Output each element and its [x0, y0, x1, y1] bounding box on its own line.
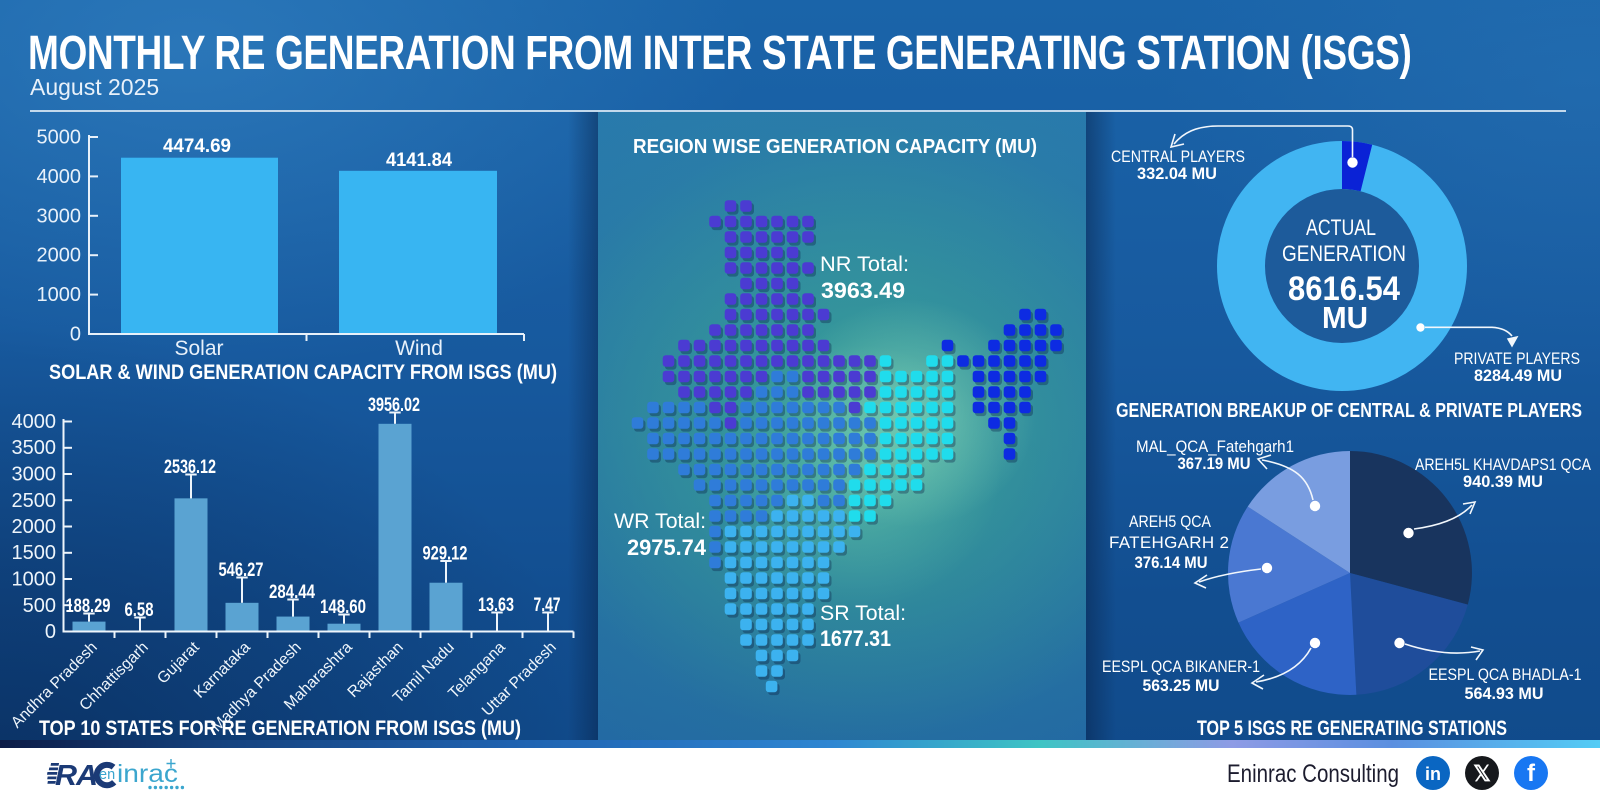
svg-text:546.27: 546.27 — [219, 560, 264, 581]
svg-text:4474.69: 4474.69 — [163, 136, 231, 157]
svg-text:ACTUAL: ACTUAL — [1306, 215, 1376, 240]
svg-text:188.29: 188.29 — [66, 596, 111, 617]
svg-text:4000: 4000 — [37, 166, 82, 188]
svg-text:MAL_QCA_Fatehgarh1: MAL_QCA_Fatehgarh1 — [1136, 437, 1294, 456]
svg-text:13.63: 13.63 — [478, 595, 514, 616]
svg-text:AREH5L KHAVDAPS1 QCA: AREH5L KHAVDAPS1 QCA — [1415, 455, 1592, 474]
svg-text:TOP 5 ISGS RE GENERATING STATI: TOP 5 ISGS RE GENERATING STATIONS — [1197, 717, 1507, 740]
svg-text:1677.31: 1677.31 — [820, 626, 891, 651]
svg-text:332.04 MU: 332.04 MU — [1137, 164, 1217, 183]
svg-text:EESPL QCA BHADLA-1: EESPL QCA BHADLA-1 — [1429, 665, 1582, 684]
svg-text:6.58: 6.58 — [125, 600, 154, 621]
svg-text:in: in — [1425, 764, 1441, 784]
svg-text:929.12: 929.12 — [423, 544, 468, 565]
svg-text:7.47: 7.47 — [534, 595, 561, 616]
svg-text:FATEHGARH 2: FATEHGARH 2 — [1109, 533, 1229, 552]
svg-text:Gujarat: Gujarat — [154, 638, 203, 687]
svg-text:f: f — [1527, 760, 1536, 787]
svg-text:1500: 1500 — [12, 542, 57, 564]
svg-text:en: en — [99, 767, 115, 783]
svg-text:500: 500 — [23, 595, 56, 617]
svg-text:Eninrac Consulting: Eninrac Consulting — [1227, 760, 1399, 788]
svg-text:TOP 10 STATES FOR RE GENERATIO: TOP 10 STATES FOR RE GENERATION FROM ISG… — [39, 716, 521, 740]
svg-text:2000: 2000 — [12, 516, 57, 538]
svg-text:8616.54: 8616.54 — [1288, 270, 1400, 308]
svg-text:SR Total:: SR Total: — [820, 602, 906, 625]
svg-text:2500: 2500 — [12, 490, 57, 512]
svg-text:3000: 3000 — [37, 205, 82, 227]
svg-text:3000: 3000 — [12, 464, 57, 486]
svg-text:4000: 4000 — [12, 411, 57, 433]
svg-text:Wind: Wind — [395, 337, 443, 360]
svg-text:GENERATION: GENERATION — [1282, 241, 1406, 266]
svg-text:940.39 MU: 940.39 MU — [1463, 472, 1543, 491]
svg-text:3963.49: 3963.49 — [821, 278, 905, 303]
svg-text:284.44: 284.44 — [269, 582, 315, 603]
svg-text:NR Total:: NR Total: — [820, 253, 909, 276]
svg-text:WR Total:: WR Total: — [614, 510, 706, 533]
svg-text:Solar: Solar — [174, 337, 223, 360]
svg-text:2975.74: 2975.74 — [627, 535, 707, 560]
svg-text:2000: 2000 — [37, 245, 82, 267]
svg-text:CENTRAL PLAYERS: CENTRAL PLAYERS — [1111, 147, 1245, 166]
svg-text:PRIVATE PLAYERS: PRIVATE PLAYERS — [1454, 349, 1580, 368]
svg-text:148.60: 148.60 — [320, 597, 366, 618]
svg-text:EESPL QCA BIKANER-1: EESPL QCA BIKANER-1 — [1102, 657, 1260, 676]
svg-text:0: 0 — [70, 324, 81, 346]
svg-text:inrac: inrac — [117, 760, 178, 788]
svg-text:AREH5 QCA: AREH5 QCA — [1129, 512, 1212, 531]
svg-text:4141.84: 4141.84 — [386, 150, 452, 171]
svg-text:376.14 MU: 376.14 MU — [1135, 553, 1208, 572]
svg-text:RA: RA — [55, 760, 97, 792]
svg-text:367.19 MU: 367.19 MU — [1178, 454, 1251, 473]
svg-text:𝕏: 𝕏 — [1473, 761, 1491, 786]
svg-text:MU: MU — [1322, 300, 1368, 335]
svg-text:2536.12: 2536.12 — [164, 457, 216, 478]
svg-text:0: 0 — [45, 621, 56, 643]
svg-text:3956.02: 3956.02 — [368, 395, 420, 416]
svg-text:5000: 5000 — [37, 127, 82, 149]
svg-text:REGION WISE GENERATION CAPACIT: REGION WISE GENERATION CAPACITY (MU) — [633, 135, 1037, 158]
svg-text:3500: 3500 — [12, 437, 57, 459]
svg-text:564.93 MU: 564.93 MU — [1465, 684, 1544, 703]
svg-text:GENERATION BREAKUP OF CENTRAL: GENERATION BREAKUP OF CENTRAL & PRIVATE … — [1116, 399, 1582, 422]
svg-text:SOLAR & WIND GENERATION CAPACI: SOLAR & WIND GENERATION CAPACITY FROM IS… — [49, 360, 557, 384]
svg-text:1000: 1000 — [37, 284, 82, 306]
svg-text:8284.49 MU: 8284.49 MU — [1474, 366, 1562, 385]
svg-text:563.25 MU: 563.25 MU — [1143, 676, 1220, 695]
svg-text:1000: 1000 — [12, 569, 57, 591]
